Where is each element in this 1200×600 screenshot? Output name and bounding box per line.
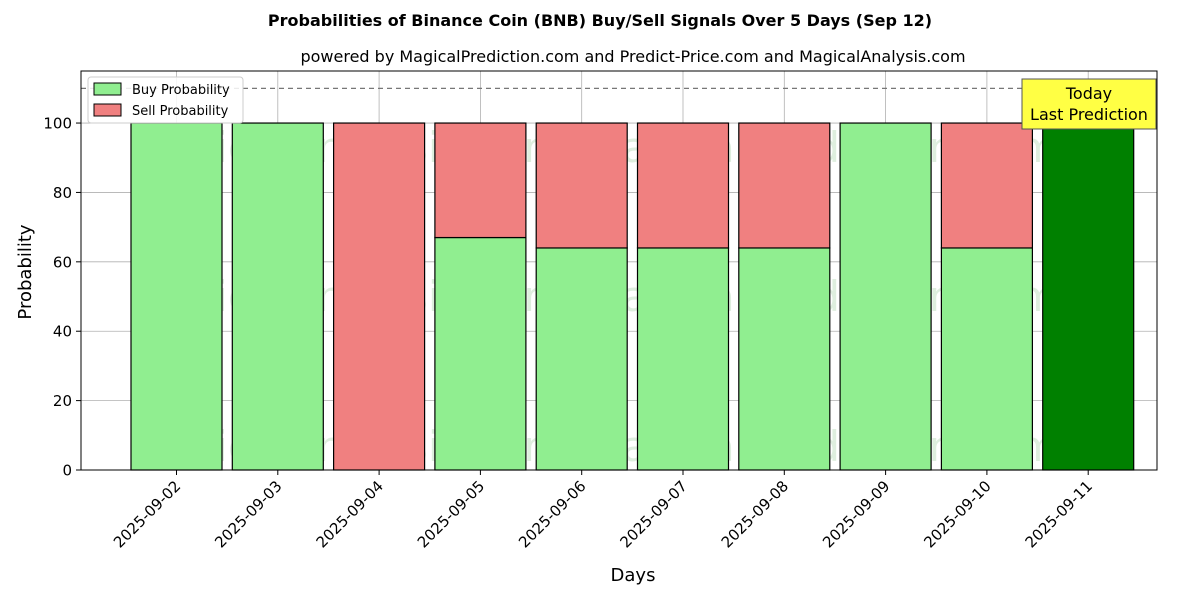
today-annotation-line2: Last Prediction — [1030, 105, 1148, 124]
bar-buy-2025-09-03 — [231, 122, 324, 471]
x-tick-label: 2025-09-09 — [819, 477, 893, 551]
plot-area: MagicalAnalysis.comMagicalPrediction.com… — [43, 70, 1158, 551]
plot-frame — [80, 70, 1158, 471]
x-tick-label: 2025-09-11 — [1022, 477, 1096, 551]
legend-label-sell: Sell Probability — [132, 104, 229, 119]
x-axis-label: Days — [611, 565, 656, 586]
bar-buy-2025-09-05 — [434, 236, 527, 471]
x-tick-label: 2025-09-10 — [920, 477, 994, 551]
bar-sell-2025-09-10 — [940, 122, 1034, 249]
y-tick-label: 40 — [53, 323, 72, 341]
chart-title: Probabilities of Binance Coin (BNB) Buy/… — [268, 11, 932, 30]
bar-buy-2025-09-09 — [839, 122, 932, 471]
bar-buy-2025-09-06 — [535, 247, 628, 471]
x-tick-label: 2025-09-02 — [110, 477, 184, 551]
x-tick-label: 2025-09-04 — [313, 477, 387, 551]
legend-label-buy: Buy Probability — [132, 83, 230, 98]
legend-swatch-buy — [93, 82, 122, 96]
bar-buy-2025-09-07 — [636, 247, 730, 471]
x-tick-label: 2025-09-03 — [211, 477, 285, 551]
legend-swatch-sell — [93, 103, 122, 117]
y-tick-label: 80 — [53, 184, 72, 202]
today-annotation-line1: Today — [1065, 84, 1112, 103]
chart-subtitle: powered by MagicalPrediction.com and Pre… — [300, 47, 965, 66]
y-tick-label: 60 — [53, 253, 72, 271]
x-tick-label: 2025-09-06 — [515, 477, 589, 551]
legend-box — [87, 76, 244, 124]
bar-buy-2025-09-11 — [1042, 122, 1135, 471]
y-tick-label: 0 — [62, 462, 72, 480]
x-tick-label: 2025-09-05 — [414, 477, 488, 551]
x-tick-label: 2025-09-08 — [718, 477, 792, 551]
bar-sell-2025-09-05 — [434, 122, 527, 239]
x-tick-label: 2025-09-07 — [616, 477, 690, 551]
y-tick-label: 100 — [43, 115, 72, 133]
y-axis-label: Probability — [15, 224, 36, 319]
bar-sell-2025-09-08 — [738, 122, 831, 249]
bar-buy-2025-09-02 — [130, 122, 223, 471]
y-tick-label: 20 — [53, 392, 72, 410]
bar-sell-2025-09-07 — [636, 122, 730, 249]
bar-sell-2025-09-06 — [535, 122, 628, 249]
today-annotation-box — [1021, 78, 1157, 130]
bar-sell-2025-09-04 — [333, 122, 426, 471]
bar-buy-2025-09-08 — [738, 247, 831, 471]
bar-buy-2025-09-10 — [940, 247, 1034, 471]
